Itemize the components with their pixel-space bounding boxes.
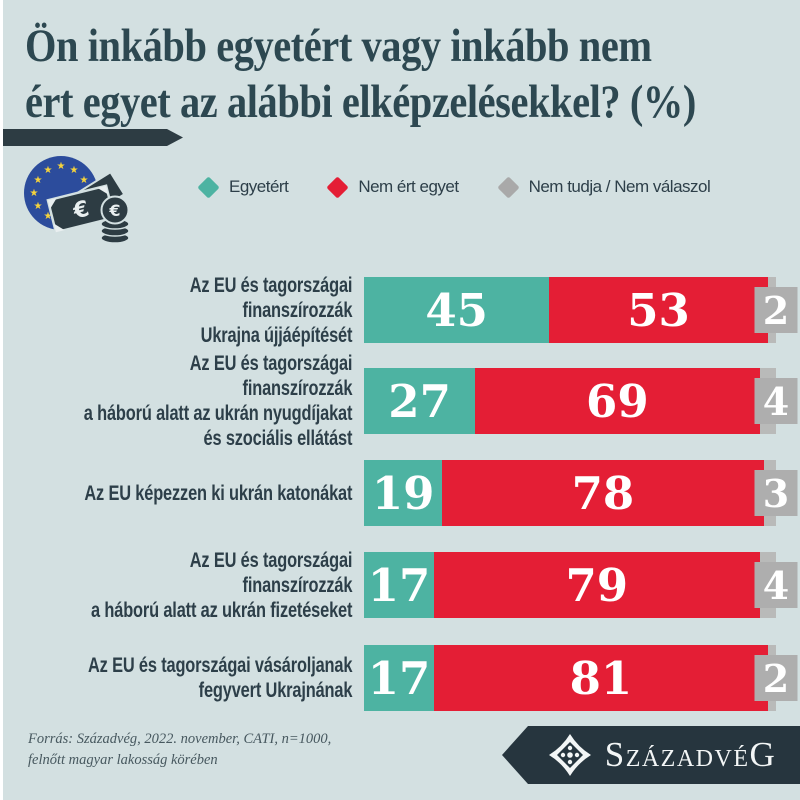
chart-row: Az EU és tagországai finanszírozzák Ukra… — [3, 274, 798, 347]
agree-segment: 17 — [364, 645, 435, 711]
legend-item-agree: Egyetért — [197, 175, 289, 199]
svg-text:★: ★ — [44, 165, 53, 176]
legend-item-disagree: Nem ért egyet — [326, 175, 459, 199]
chart-row: Az EU és tagországai finanszírozzák a há… — [3, 352, 798, 450]
legend: Egyetért Nem ért egyet Nem tudja / Nem v… — [197, 175, 711, 199]
svg-text:€: € — [70, 196, 92, 224]
agree-value: 45 — [425, 283, 488, 337]
stacked-bar: 45 53 2 — [364, 277, 798, 343]
disagree-value: 79 — [565, 558, 629, 612]
stacked-bar: 17 79 4 — [364, 552, 798, 618]
disagree-segment: 79 — [434, 552, 760, 618]
stacked-bar: 19 78 3 — [364, 460, 798, 526]
disagree-segment: 53 — [549, 277, 768, 343]
category-label: Az EU képezzen ki ukrán katonákat — [84, 481, 353, 505]
unknown-value: 3 — [754, 470, 798, 516]
svg-text:★: ★ — [57, 161, 66, 172]
szazadveg-logo-banner: SZÁZADVÉG — [502, 726, 800, 784]
agree-value: 17 — [367, 558, 431, 612]
disagree-segment: 81 — [434, 645, 768, 711]
agree-segment: 19 — [364, 460, 443, 526]
disagree-value: 69 — [586, 374, 649, 428]
title-accent-bar — [3, 129, 183, 146]
szazadveg-wordmark: SZÁZADVÉG — [604, 735, 777, 774]
svg-text:★: ★ — [34, 201, 43, 212]
agree-segment: 17 — [364, 552, 435, 618]
svg-text:€: € — [108, 201, 120, 220]
disagree-segment: 78 — [442, 460, 764, 526]
unknown-value: 4 — [754, 562, 798, 608]
chart-row: Az EU és tagországai finanszírozzák a há… — [3, 549, 798, 622]
unknown-value: 4 — [754, 378, 798, 424]
legend-item-unknown: Nem tudja / Nem válaszol — [496, 175, 711, 199]
agree-value: 19 — [371, 466, 435, 520]
disagree-diamond-icon — [326, 175, 349, 199]
disagree-value: 81 — [569, 651, 633, 705]
svg-text:★: ★ — [30, 188, 39, 199]
legend-label: Egyetért — [229, 177, 289, 196]
svg-text:★: ★ — [80, 175, 89, 186]
szazadveg-logo-icon — [548, 734, 591, 776]
agree-value: 27 — [388, 374, 451, 428]
eu-money-icon: ★★★ ★★★ ★★★ ★★★ € € — [24, 156, 130, 244]
agree-diamond-icon — [197, 175, 220, 199]
page-title: Ön inkább egyetért vagy inkább nem ért e… — [25, 20, 696, 128]
unknown-value: 2 — [754, 655, 798, 701]
category-label: Az EU és tagországai vásároljanak fegyve… — [87, 654, 353, 702]
svg-text:★: ★ — [44, 211, 53, 222]
svg-text:★: ★ — [70, 165, 79, 176]
unknown-value: 2 — [754, 287, 798, 333]
agree-segment: 45 — [364, 277, 550, 343]
disagree-segment: 69 — [475, 368, 760, 434]
source-note: Forrás: Századvég, 2022. november, CATI,… — [28, 731, 332, 768]
category-label: Az EU és tagországai finanszírozzák a há… — [91, 548, 353, 622]
agree-segment: 27 — [364, 368, 476, 434]
svg-text:★: ★ — [34, 175, 43, 186]
stacked-bar: 17 81 2 — [364, 645, 798, 711]
legend-label: Nem tudja / Nem válaszol — [528, 177, 711, 196]
chart-row: Az EU képezzen ki ukrán katonákat 19 78 … — [3, 460, 798, 526]
chart-row: Az EU és tagországai vásároljanak fegyve… — [3, 645, 798, 711]
disagree-value: 78 — [571, 466, 635, 520]
category-label: Az EU és tagországai finanszírozzák a há… — [83, 352, 353, 450]
stacked-bar: 27 69 4 — [364, 368, 798, 434]
category-label: Az EU és tagországai finanszírozzák Ukra… — [189, 273, 353, 347]
legend-label: Nem ért egyet — [358, 177, 459, 196]
agree-value: 17 — [367, 651, 431, 705]
disagree-value: 53 — [627, 283, 690, 337]
unknown-diamond-icon — [496, 175, 520, 199]
